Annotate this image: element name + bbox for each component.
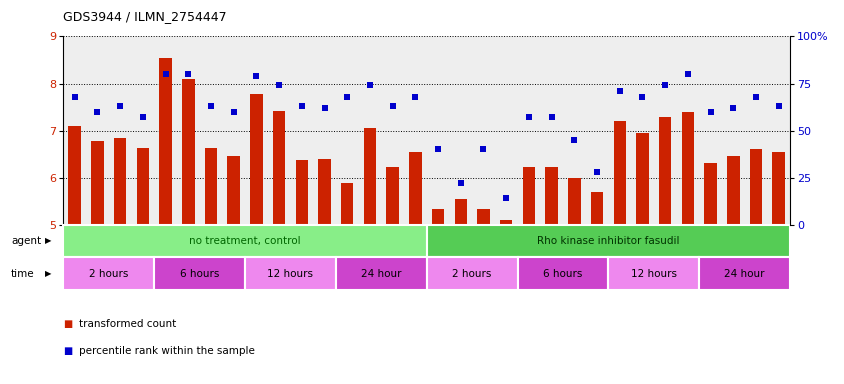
Point — [272, 82, 285, 88]
Text: ■: ■ — [63, 346, 73, 356]
Text: no treatment, control: no treatment, control — [189, 236, 300, 246]
Point — [295, 103, 308, 109]
Point — [635, 94, 648, 100]
Bar — [204, 149, 217, 225]
Bar — [477, 209, 490, 225]
Point — [181, 71, 195, 77]
Point — [771, 103, 785, 109]
Bar — [517, 257, 608, 290]
Point — [136, 114, 149, 121]
Point — [249, 73, 262, 79]
Text: 6 hours: 6 hours — [543, 268, 582, 279]
Text: ■: ■ — [63, 319, 73, 329]
Point — [657, 82, 671, 88]
Point — [363, 82, 376, 88]
Text: 6 hours: 6 hours — [180, 268, 219, 279]
Point — [113, 103, 127, 109]
Bar — [68, 126, 81, 225]
Point — [68, 94, 81, 100]
Text: 24 hour: 24 hour — [360, 268, 401, 279]
Point — [590, 169, 603, 175]
Point — [544, 114, 558, 121]
Bar — [567, 178, 580, 225]
Text: Rho kinase inhibitor fasudil: Rho kinase inhibitor fasudil — [537, 236, 679, 246]
Point — [430, 146, 444, 152]
Text: time: time — [11, 268, 35, 279]
Text: ▶: ▶ — [45, 237, 51, 245]
Point — [340, 94, 354, 100]
Point — [522, 114, 535, 121]
Point — [227, 109, 241, 115]
Bar — [250, 94, 262, 225]
Bar — [590, 192, 603, 225]
Text: transformed count: transformed count — [78, 319, 176, 329]
Bar — [726, 156, 738, 225]
Bar — [341, 183, 353, 225]
Bar — [227, 156, 240, 225]
Bar — [636, 133, 648, 225]
Bar — [658, 118, 671, 225]
Bar — [273, 111, 285, 225]
Point — [726, 105, 739, 111]
Point — [90, 109, 104, 115]
Bar — [522, 167, 534, 225]
Bar — [426, 225, 789, 257]
Bar — [613, 121, 625, 225]
Text: ▶: ▶ — [45, 269, 51, 278]
Bar — [681, 112, 693, 225]
Text: 2 hours: 2 hours — [89, 268, 128, 279]
Bar — [544, 167, 557, 225]
Point — [612, 88, 625, 94]
Text: 12 hours: 12 hours — [630, 268, 676, 279]
Point — [204, 103, 218, 109]
Bar — [63, 225, 426, 257]
Bar — [500, 220, 511, 225]
Point — [386, 103, 399, 109]
Bar — [295, 160, 308, 225]
Point — [317, 105, 331, 111]
Text: GDS3944 / ILMN_2754447: GDS3944 / ILMN_2754447 — [63, 10, 227, 23]
Bar — [154, 257, 245, 290]
Text: 2 hours: 2 hours — [452, 268, 491, 279]
Point — [499, 195, 512, 201]
Point — [476, 146, 490, 152]
Bar — [160, 58, 171, 225]
Bar — [408, 152, 421, 225]
Bar — [318, 159, 330, 225]
Bar — [114, 137, 127, 225]
Text: 24 hour: 24 hour — [723, 268, 764, 279]
Point — [408, 94, 422, 100]
Bar — [63, 257, 154, 290]
Bar — [91, 141, 104, 225]
Point — [453, 180, 467, 186]
Text: 12 hours: 12 hours — [268, 268, 313, 279]
Bar — [749, 149, 761, 225]
Bar — [426, 257, 517, 290]
Point — [680, 71, 694, 77]
Bar — [137, 149, 149, 225]
Bar — [336, 257, 426, 290]
Bar — [454, 199, 467, 225]
Bar — [704, 164, 716, 225]
Point — [567, 137, 581, 143]
Text: percentile rank within the sample: percentile rank within the sample — [78, 346, 254, 356]
Text: agent: agent — [11, 236, 41, 246]
Point — [749, 94, 762, 100]
Point — [703, 109, 717, 115]
Point — [159, 71, 172, 77]
Bar — [245, 257, 336, 290]
Bar — [363, 128, 376, 225]
Bar — [699, 257, 789, 290]
Bar — [771, 152, 784, 225]
Bar — [181, 79, 194, 225]
Bar — [386, 167, 398, 225]
Bar — [608, 257, 699, 290]
Bar — [431, 209, 444, 225]
